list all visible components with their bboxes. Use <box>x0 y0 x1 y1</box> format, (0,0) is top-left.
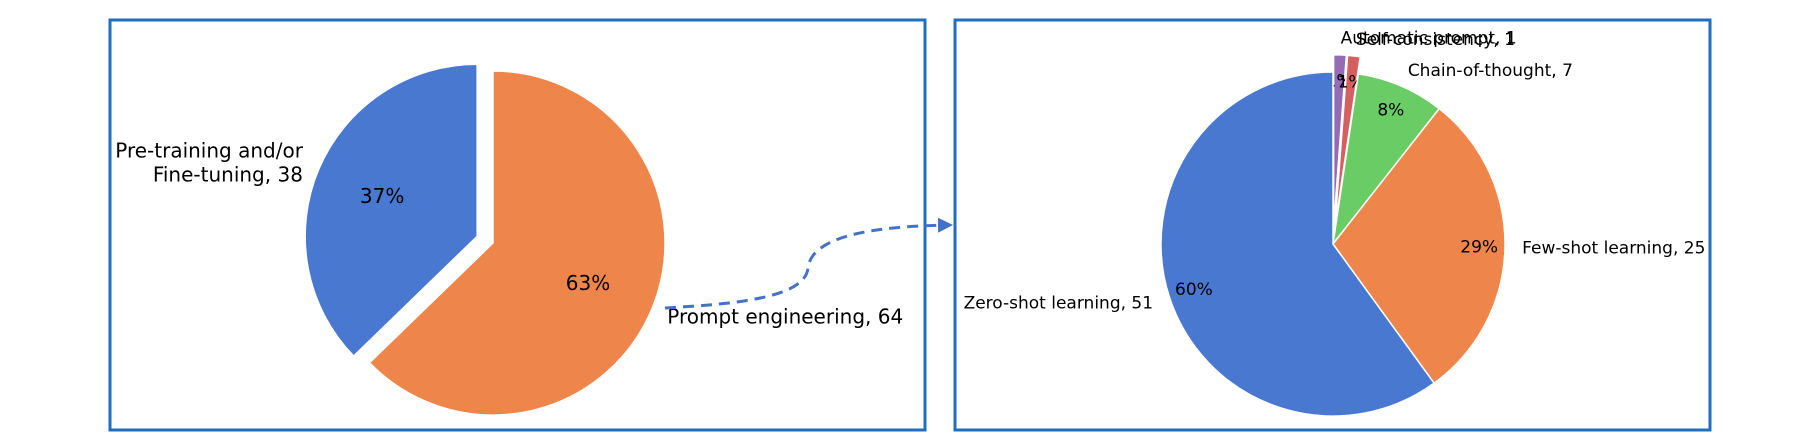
pie-slice-label: Self-consistency, 1 <box>1356 30 1515 50</box>
connector-arrow <box>664 217 953 310</box>
pie-slice-label: Prompt engineering, 64 <box>667 305 903 329</box>
pie-slice-automatic-prompt <box>1332 54 1348 227</box>
pie-slice-few-shot-learning <box>1332 107 1506 385</box>
pie-slice-label: Few-shot learning, 25 <box>1522 238 1705 258</box>
left-chart-frame <box>108 18 927 432</box>
pie-slice-label: Pre-training and/or Fine-tuning, 38 <box>115 139 303 187</box>
pie-pct-label: 63% <box>566 271 610 295</box>
right-chart-frame <box>953 18 1712 432</box>
pie-slice-prompt-engineering <box>368 70 666 416</box>
pie-slice-zero-shot-learning <box>1160 71 1436 417</box>
pie-pct-label: 60% <box>1175 280 1213 300</box>
prompt-technique-pie: 1%Automatic prompt, 11%Self-consistency,… <box>964 29 1705 417</box>
pie-slice-label: Chain-of-thought, 7 <box>1408 61 1573 81</box>
pie-slice-label: Zero-shot learning, 51 <box>964 293 1153 313</box>
pie-pct-label: 8% <box>1377 101 1404 121</box>
pie-pct-label: 37% <box>360 184 404 208</box>
pie-pct-label: 29% <box>1460 238 1498 258</box>
training-approach-pie: 37% Pre-training and/or Fine-tuning, 38 63%… <box>115 63 903 416</box>
pie-slice-chain-of-thought <box>1331 73 1441 247</box>
pie-slice-pre-training-and-or-fine-tuning <box>304 63 478 358</box>
pie-slice-label: Automatic prompt, 1 <box>1341 29 1517 49</box>
